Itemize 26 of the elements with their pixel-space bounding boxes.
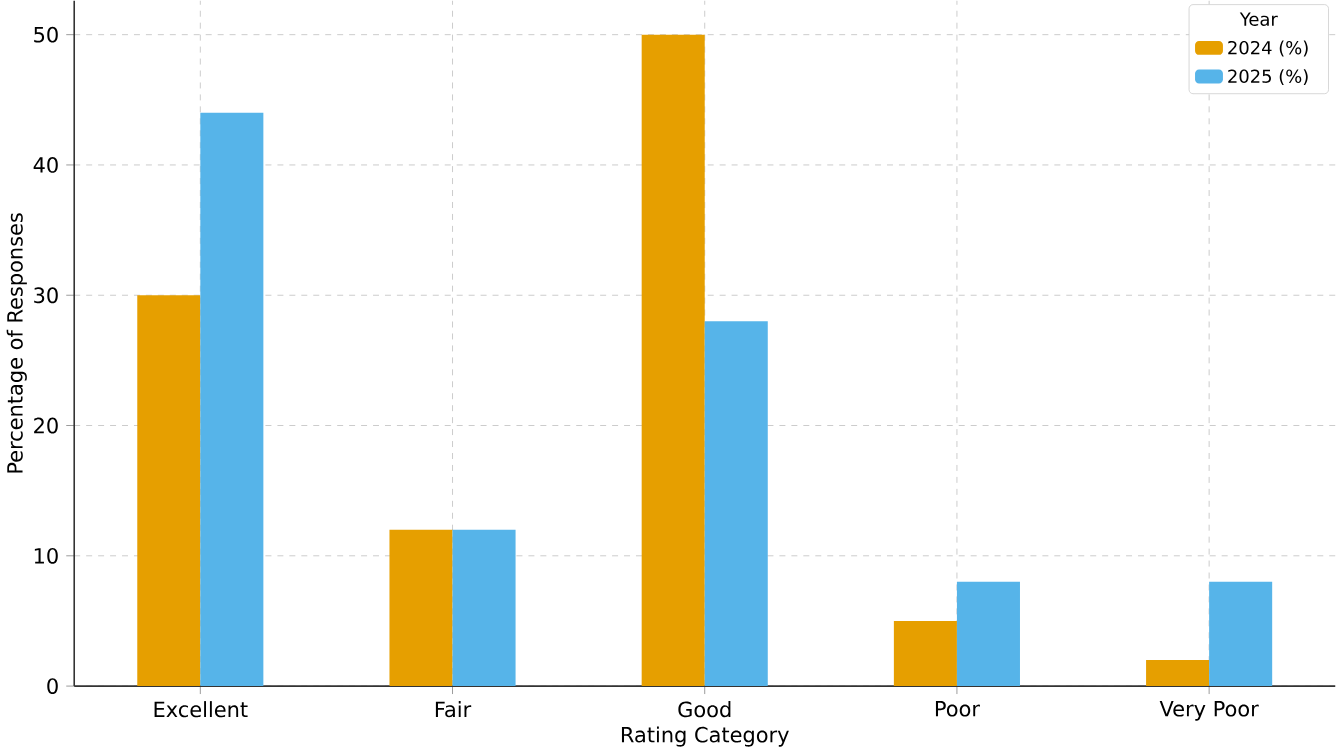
legend-title: Year [1239,12,1278,26]
legend-label: 2024 (%) [1228,40,1308,57]
y-tick-label: 40 [33,156,58,173]
x-tick-label: Excellent [154,700,248,718]
bar [641,34,705,686]
bar [200,112,264,686]
x-axis-title: Rating Category [621,726,789,747]
bar [137,295,201,686]
x-tick-label: Good [678,700,731,718]
x-tick-label: Poor [935,700,980,717]
bar [452,529,516,686]
y-tick-label: 0 [47,678,58,694]
bar [1209,581,1273,686]
bar [893,620,957,686]
y-tick-label: 30 [34,287,58,303]
bar [956,581,1020,686]
bar [389,529,453,686]
y-tick-label: 20 [34,417,58,434]
x-tick-label: Fair [435,700,472,718]
y-axis-title: Percentage of Responses [6,213,27,473]
y-tick-label: 50 [34,26,58,43]
legend-label: 2025 (%) [1228,68,1308,85]
y-tick-label: 10 [34,547,58,564]
bar [1146,659,1210,686]
x-tick-label: Very Poor [1159,700,1259,721]
bar [704,321,768,686]
